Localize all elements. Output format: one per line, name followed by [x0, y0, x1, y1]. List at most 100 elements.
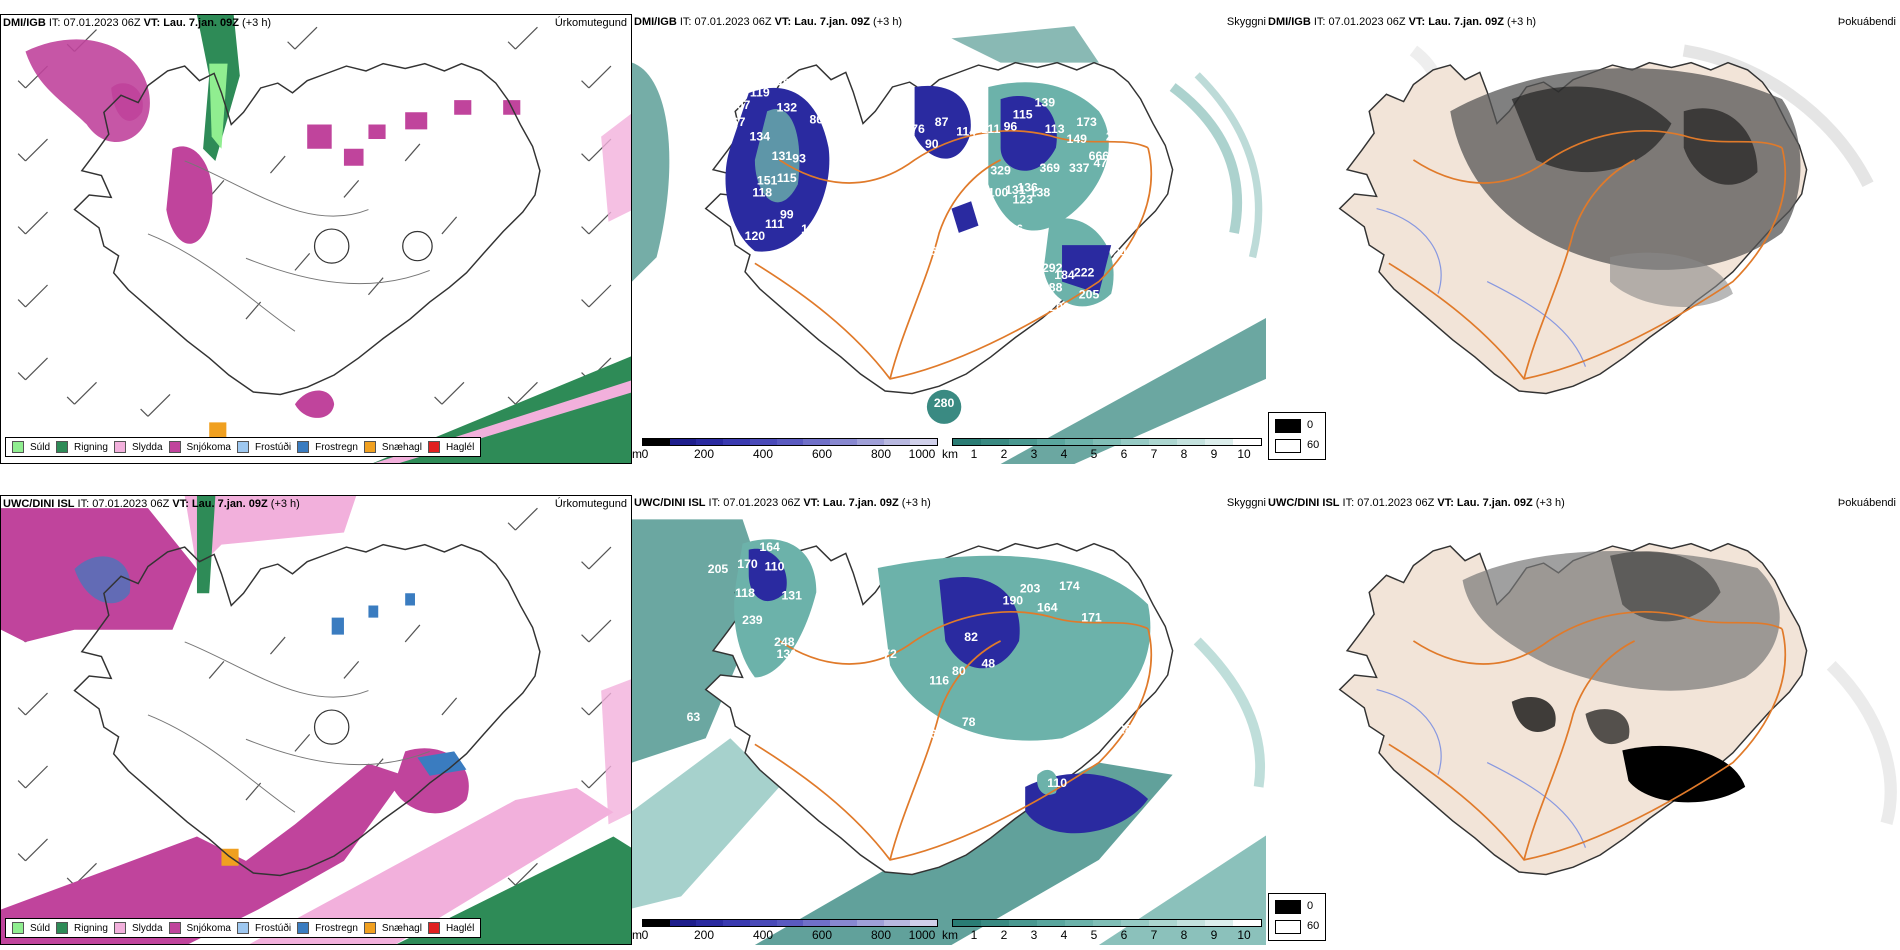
legend-item-snjokoma: Snjókoma: [168, 441, 231, 453]
cloud-base-label: 120: [745, 229, 766, 243]
cloud-base-label: 110: [1047, 776, 1067, 790]
precip-legend: Súld Rigning Slydda Snjókoma Frostúði Fr…: [5, 437, 482, 457]
cloud-base-label: 536: [1003, 222, 1024, 236]
legend-item-slydda: Slydda: [113, 922, 163, 934]
precip-type-map-row2: UWC/DINI ISL IT: 07.01.2023 06Z VT: Lau.…: [0, 495, 632, 945]
colorbar-segment: [669, 439, 697, 445]
colorbar-segment: [803, 920, 831, 926]
cloud-base-label: 203: [1020, 581, 1041, 595]
panel-header: UWC/DINI ISL IT: 07.01.2023 06Z VT: Lau.…: [1268, 497, 1565, 509]
fog-label-0: 0: [1307, 900, 1314, 912]
legend-swatch: [236, 922, 249, 934]
cloud-tick: 800: [870, 928, 892, 942]
valid-time-label: VT:: [143, 17, 161, 29]
fog-swatch-0: [1275, 419, 1301, 433]
cloud-base-label: 184: [1054, 268, 1075, 282]
cloud-base-label: 118: [752, 185, 772, 199]
cloud-base-label: 296: [1022, 254, 1043, 268]
cloud-base-label: 171: [1081, 611, 1102, 625]
init-time: IT: 07.01.2023 06Z: [1339, 497, 1438, 509]
cloud-base-label: 72: [883, 647, 897, 661]
colorbar-segment: [953, 920, 981, 926]
cloud-base-label: 63: [687, 710, 701, 724]
colorbar-segment: [1205, 439, 1233, 445]
vis-tick: 4: [1060, 447, 1068, 461]
legend-swatch: [363, 441, 376, 453]
fog-swatch-0: [1275, 900, 1301, 914]
colorbar-segment: [723, 439, 750, 445]
colorbar-segment: [749, 920, 777, 926]
cloud-base-label: 78: [962, 715, 976, 729]
cloud-base-label: 204: [1106, 130, 1127, 144]
cloud-base-label: 116: [917, 244, 937, 258]
fog-swatch-60: [1275, 439, 1301, 453]
cloud-tick: 200: [693, 447, 715, 461]
cloud-base-label: 113: [1045, 122, 1065, 136]
cloud-tick: 1000: [908, 447, 936, 461]
cloud-tick: 800: [870, 447, 892, 461]
vis-tick: 8: [1180, 928, 1188, 942]
precip-map-graphic: [1, 496, 631, 944]
vis-tick: 1: [970, 447, 978, 461]
colorbar-segment: [669, 920, 697, 926]
cloud-base-label: 119: [750, 86, 770, 100]
cloud-tick: 400: [752, 928, 774, 942]
legend-item-rigning: Rigning: [56, 922, 108, 934]
colorbar-segment: [776, 920, 804, 926]
cloud-tick: 600: [811, 447, 833, 461]
lead-time: (+3 h): [898, 497, 931, 509]
fog-label-60: 60: [1307, 439, 1320, 451]
valid-time-value: Lau. 7.jan. 09Z: [160, 17, 239, 29]
legend-item-frostudi: Frostúði: [236, 922, 291, 934]
cloud-base-label: 138: [1015, 769, 1036, 783]
cloud-base-label: 87: [935, 115, 949, 129]
colorbar-segment: [1065, 439, 1093, 445]
cloud-base-label: 666: [1089, 149, 1110, 163]
model-name: UWC/DINI ISL: [1268, 497, 1340, 509]
cloud-base-label: 201: [1049, 300, 1070, 314]
panel-header: DMI/IGB IT: 07.01.2023 06Z VT: Lau. 7.ja…: [3, 17, 271, 29]
visibility-unit: km: [942, 447, 958, 461]
lead-time: (+3 h): [267, 498, 300, 510]
colorbar-segment: [883, 920, 911, 926]
colorbar-segment: [1205, 920, 1233, 926]
cloud-base-label: 473: [1094, 156, 1115, 170]
precip-legend: Súld Rigning Slydda Snjókoma Frostúði Fr…: [5, 918, 482, 938]
colorbar-segment: [1149, 439, 1177, 445]
panel-header: DMI/IGB IT: 07.01.2023 06Z VT: Lau. 7.ja…: [1268, 16, 1536, 28]
colorbar-segment: [856, 439, 884, 445]
fog-label-0: 0: [1307, 419, 1314, 431]
colorbar-segment: [830, 439, 857, 445]
legend-label: Haglél: [445, 441, 475, 453]
model-name: DMI/IGB: [1268, 16, 1311, 28]
legend-label: Slydda: [131, 441, 163, 453]
colorbar-segment: [1177, 920, 1205, 926]
legend-label: Snjókoma: [186, 922, 231, 934]
cloud-base-label: 99: [780, 207, 794, 221]
model-name: DMI/IGB: [634, 16, 677, 28]
cloud-base-label: 53: [704, 241, 718, 255]
cloud-base-label: 90: [925, 137, 939, 151]
legend-item-sudd: Súld: [12, 922, 50, 934]
vis-tick: 3: [1030, 447, 1038, 461]
colorbar-segment: [981, 920, 1009, 926]
cloud-base-label: 205: [1079, 288, 1100, 302]
cloud-base-label: 164: [759, 540, 780, 554]
legend-item-snaehagl: Snæhagl: [363, 922, 422, 934]
panel-title-precip: Úrkomutegund: [554, 17, 627, 29]
cloud-base-label: 222: [1074, 266, 1095, 280]
model-name: UWC/DINI ISL: [3, 498, 75, 510]
vis-tick: 6: [1120, 447, 1128, 461]
cloud-base-label: 164: [1037, 601, 1058, 615]
model-name: UWC/DINI ISL: [634, 497, 706, 509]
init-time: IT: 07.01.2023 06Z: [676, 16, 775, 28]
lead-time: (+3 h): [870, 16, 903, 28]
vis-tick: 5: [1090, 447, 1098, 461]
cloud-base-label: 369: [1040, 161, 1061, 175]
cloud-base-label: 287: [1118, 722, 1139, 736]
colorbar-segment: [1009, 920, 1037, 926]
legend-swatch: [168, 922, 181, 934]
cloud-base-label: 123: [1012, 193, 1033, 207]
legend-label: Slydda: [131, 922, 163, 934]
